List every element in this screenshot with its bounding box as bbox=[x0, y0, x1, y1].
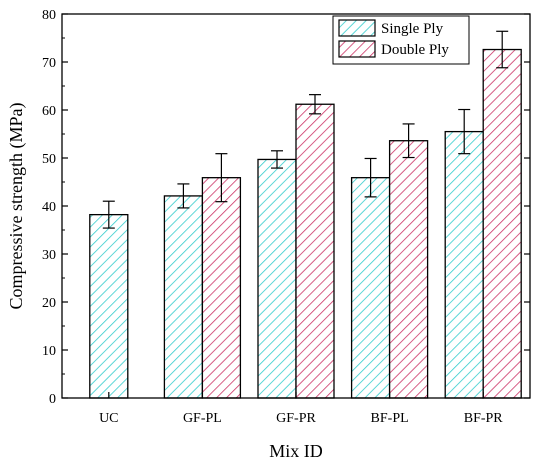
error-bar bbox=[402, 123, 415, 159]
y-tick-label: 50 bbox=[42, 152, 56, 167]
bar-bf-pl-double-ply bbox=[388, 140, 429, 399]
y-tick-label: 60 bbox=[42, 104, 56, 119]
error-bar bbox=[309, 94, 321, 115]
error-bar bbox=[458, 108, 471, 155]
y-tick-label: 80 bbox=[42, 8, 56, 23]
y-tick-label: 70 bbox=[42, 56, 56, 71]
x-tick-label: GF-PL bbox=[183, 411, 222, 426]
bar-gf-pl-double-ply bbox=[201, 177, 242, 399]
x-tick-label: BF-PL bbox=[371, 411, 409, 426]
x-tick-label: BF-PR bbox=[464, 411, 504, 426]
y-tick-label: 40 bbox=[42, 200, 56, 215]
error-bar bbox=[364, 157, 377, 198]
error-bar bbox=[215, 153, 228, 203]
error-bar bbox=[271, 150, 283, 169]
legend-swatch bbox=[338, 19, 376, 37]
error-bar bbox=[496, 30, 509, 69]
legend-label: Double Ply bbox=[381, 42, 449, 58]
error-bar bbox=[177, 183, 190, 209]
bars-layer bbox=[89, 48, 522, 399]
legend-swatch bbox=[338, 40, 376, 58]
y-tick-label: 0 bbox=[49, 392, 56, 407]
bar-gf-pl-single-ply bbox=[163, 195, 204, 399]
x-axis-title: Mix ID bbox=[269, 441, 323, 461]
x-tick-label: UC bbox=[99, 411, 118, 426]
errorbars-layer bbox=[102, 30, 509, 229]
bar-bf-pr-single-ply bbox=[444, 130, 484, 399]
error-bar bbox=[102, 200, 115, 229]
x-tick-label: GF-PR bbox=[276, 411, 316, 426]
bar-gf-pr-single-ply bbox=[257, 158, 297, 399]
y-tick-label: 20 bbox=[42, 296, 56, 311]
y-axis-title: Compressive strength (MPa) bbox=[6, 103, 27, 310]
bar-bf-pr-double-ply bbox=[482, 48, 522, 399]
x-axis: UC GF-PL GF-PR BF-PL BF-PR bbox=[99, 392, 503, 426]
bar-gf-pr-double-ply bbox=[295, 103, 335, 399]
y-tick-label: 10 bbox=[42, 344, 56, 359]
y-axis: 0 10 20 30 40 50 60 70 80 bbox=[42, 8, 530, 407]
legend: Single Ply Double Ply bbox=[332, 15, 470, 65]
bar-uc-single-ply bbox=[89, 213, 129, 399]
legend-label: Single Ply bbox=[381, 21, 444, 37]
bar-bf-pl-single-ply bbox=[350, 177, 391, 399]
y-tick-label: 30 bbox=[42, 248, 56, 263]
